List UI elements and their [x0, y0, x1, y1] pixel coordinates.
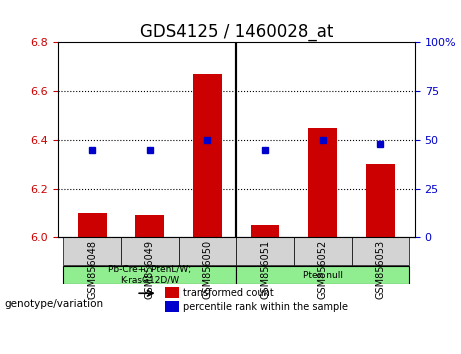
Text: Pb-Cre+; PtenL/W;
K-rasG12D/W: Pb-Cre+; PtenL/W; K-rasG12D/W [108, 266, 191, 285]
Text: GSM856048: GSM856048 [87, 240, 97, 298]
Text: transformed count: transformed count [183, 288, 273, 298]
FancyBboxPatch shape [351, 237, 409, 265]
Bar [165, 301, 179, 312]
FancyBboxPatch shape [236, 266, 409, 284]
Text: genotype/variation: genotype/variation [5, 299, 104, 309]
Bar [308, 128, 337, 237]
Bar [366, 164, 395, 237]
Text: GSM856051: GSM856051 [260, 240, 270, 299]
Text: GSM856050: GSM856050 [202, 240, 213, 299]
FancyBboxPatch shape [64, 237, 121, 265]
FancyBboxPatch shape [294, 237, 351, 265]
FancyBboxPatch shape [236, 237, 294, 265]
Bar [193, 74, 222, 237]
Text: percentile rank within the sample: percentile rank within the sample [183, 302, 348, 312]
Bar [78, 213, 106, 237]
Text: Pten null: Pten null [303, 270, 343, 280]
FancyBboxPatch shape [64, 266, 236, 284]
Text: GSM856049: GSM856049 [145, 240, 155, 298]
FancyBboxPatch shape [121, 237, 179, 265]
Text: GSM856052: GSM856052 [318, 240, 328, 299]
Bar [136, 215, 164, 237]
Title: GDS4125 / 1460028_at: GDS4125 / 1460028_at [140, 23, 333, 41]
Text: GSM856053: GSM856053 [375, 240, 385, 299]
Bar [251, 225, 279, 237]
Bar [165, 287, 179, 298]
FancyBboxPatch shape [179, 237, 236, 265]
